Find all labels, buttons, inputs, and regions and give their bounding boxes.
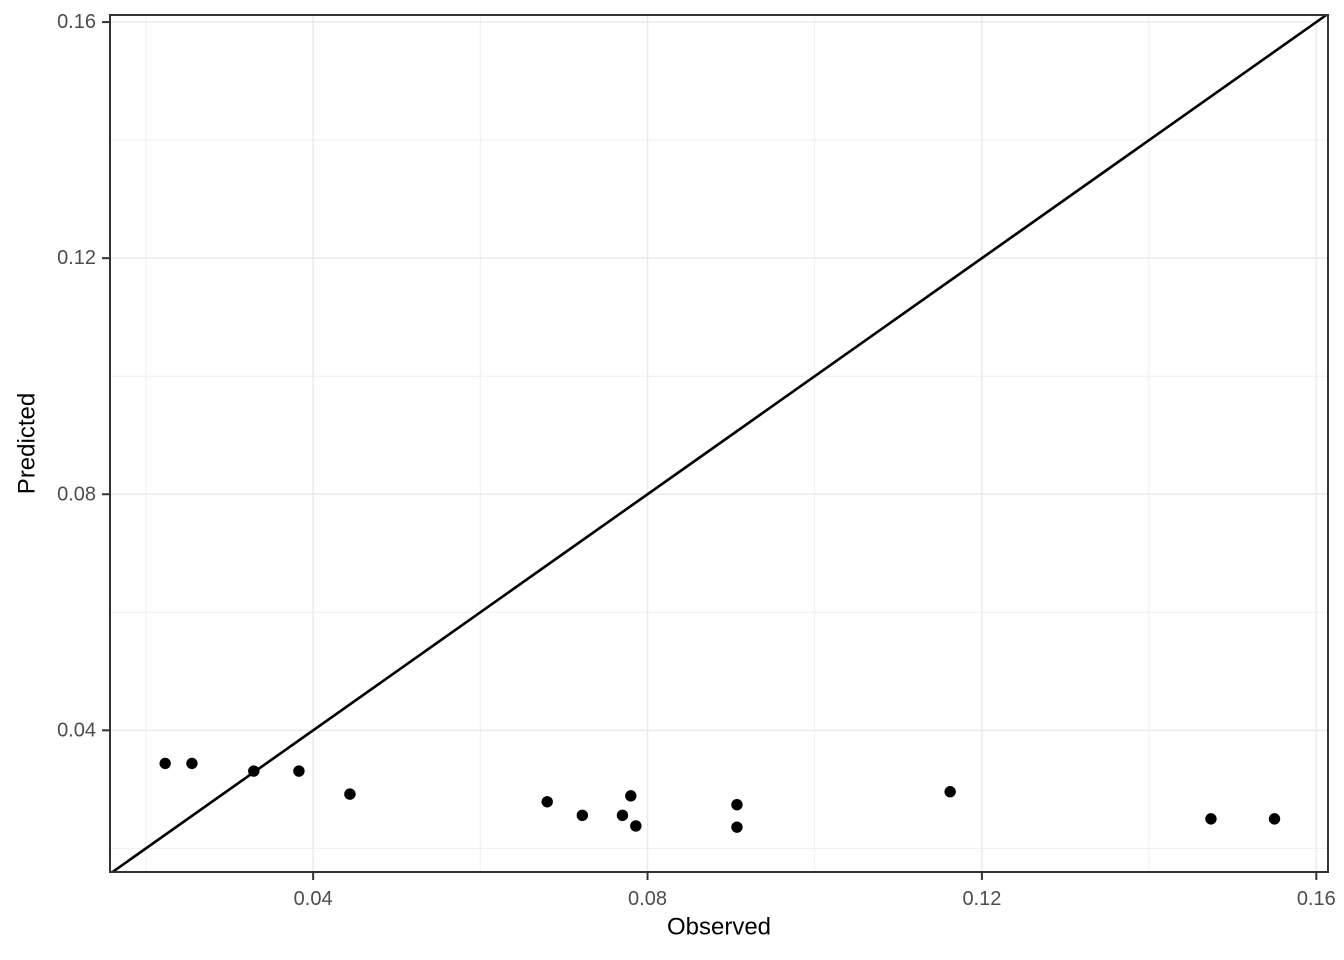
x-axis-tick-label: 0.04 [294,888,333,910]
x-axis-tick-label: 0.16 [1297,888,1336,910]
data-point [159,757,171,770]
x-axis-tick-label: 0.12 [962,888,1001,910]
data-point [186,757,198,770]
identity-line [111,13,1328,874]
data-point [248,765,260,777]
data-point [731,821,743,833]
x-axis-tick-label: 0.08 [628,888,667,910]
x-axis-title: Observed [667,914,771,941]
data-point [625,790,637,802]
y-axis-tick-label: 0.08 [57,483,96,505]
data-point [576,809,589,822]
y-axis-tick-label: 0.16 [57,11,96,33]
y-axis-tick-label: 0.04 [57,719,96,741]
data-point [944,786,956,798]
data-point [293,765,305,777]
data-point [1205,813,1217,825]
data-point [630,820,642,832]
data-point [731,799,743,811]
data-point [344,788,356,800]
data-point [1268,813,1281,825]
y-axis-tick-label: 0.12 [57,247,96,269]
data-point [616,809,629,822]
data-point [541,796,553,808]
y-axis-title: Predicted [14,393,41,494]
panel-border [109,14,1329,873]
